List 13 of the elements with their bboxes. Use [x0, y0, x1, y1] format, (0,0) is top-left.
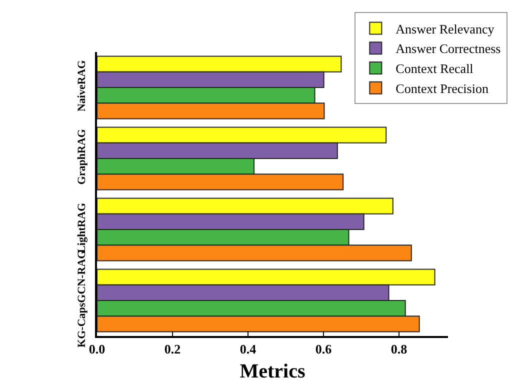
- x-tick-label: 0.6: [315, 341, 332, 356]
- x-tick-label: 0.2: [164, 341, 181, 356]
- x-tick-label: 0.0: [88, 341, 106, 356]
- x-tick-label: 0.4: [240, 341, 257, 356]
- legend-label: Answer Relevancy: [396, 21, 495, 36]
- legend-label: Context Recall: [396, 61, 474, 76]
- y-tick-label: NaiveRAG: [76, 60, 88, 112]
- y-tick-label: LightRAG: [76, 202, 88, 253]
- x-axis-title: Metrics: [240, 360, 306, 382]
- x-tick-label: 0.8: [390, 341, 408, 356]
- y-tick-label: GraphRAG: [76, 128, 88, 185]
- legend-label: Answer Correctness: [396, 41, 501, 56]
- legend-label: Context Precision: [396, 80, 489, 96]
